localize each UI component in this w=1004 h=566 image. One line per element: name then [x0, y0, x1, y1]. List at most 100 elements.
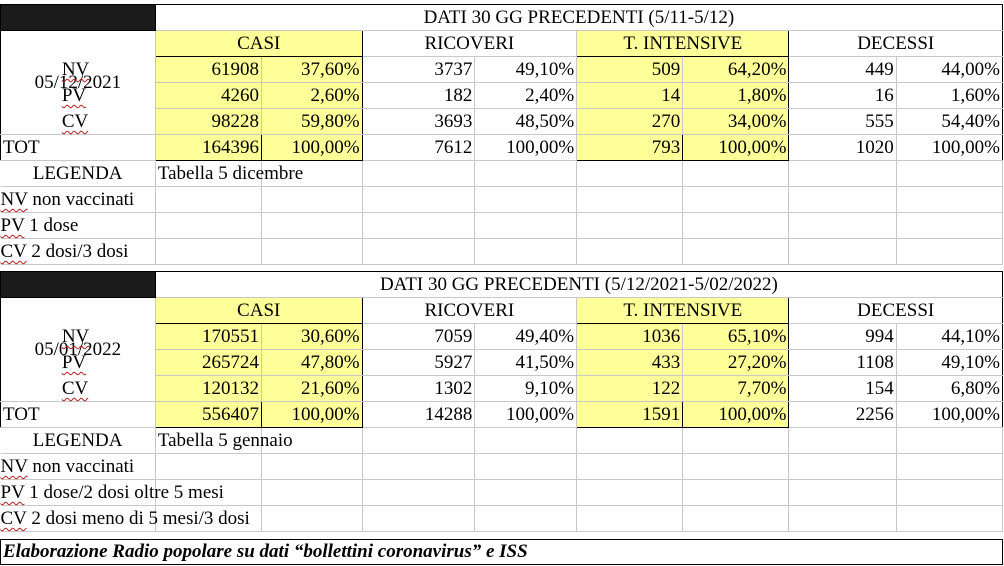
- ti-pct: 34,00%: [682, 108, 790, 135]
- total-casi-pct: 100,00%: [260, 401, 363, 428]
- header-casi: CASI: [154, 30, 363, 57]
- legend-text: 2 dosi meno di 5 mesi/3 dosi: [26, 508, 250, 529]
- ti-value: 122: [576, 375, 684, 402]
- casi-count: 170551: [201, 326, 259, 347]
- legend-row: LEGENDA Tabella 5 gennaio: [0, 427, 1004, 454]
- table-row: PV 265724 47,80% 5927 41,50% 433 27,20% 1108 49,…: [1, 349, 1004, 376]
- decessi-value: 994: [788, 323, 897, 350]
- legend-text: non vaccinati: [27, 456, 135, 477]
- ricoveri-value: 3737: [362, 56, 476, 83]
- casi-count: 61908: [211, 59, 259, 80]
- ricoveri-pct: 2,40%: [474, 82, 578, 109]
- legend-label: LEGENDA: [0, 427, 156, 454]
- legend-caption: Tabella 5 gennaio: [157, 430, 293, 451]
- total-ti: 1591: [576, 401, 684, 428]
- row-label: NV: [61, 326, 90, 347]
- casi-value: CV 120132: [62, 375, 262, 402]
- casi-value: PV 265724: [62, 349, 262, 376]
- total-label: TOT: [0, 401, 156, 428]
- header-ricoveri: RICOVERI: [362, 297, 578, 324]
- casi-count: 4260: [220, 85, 259, 106]
- casi-pct: 21,60%: [261, 375, 363, 402]
- total-row: TOT 556407 100,00% 14288 100,00% 1591 100,00% 2…: [0, 401, 1004, 428]
- total-ti: 793: [576, 134, 684, 161]
- legend-caption: Tabella 5 dicembre: [157, 163, 304, 184]
- corner-cell: [0, 271, 156, 298]
- total-decessi: 1020: [788, 134, 897, 161]
- total-label: TOT: [0, 134, 156, 161]
- decessi-value: 1108: [788, 349, 897, 376]
- ti-value: 509: [576, 56, 684, 83]
- decessi-value: 555: [788, 108, 897, 135]
- total-ricoveri-pct: 100,00%: [474, 401, 578, 428]
- ti-value: 433: [576, 349, 684, 376]
- legend-item: NV non vaccinati: [0, 453, 1004, 480]
- header-t-intensive: T. INTENSIVE: [576, 297, 790, 324]
- decessi-pct: 44,10%: [896, 323, 1004, 350]
- legend-text: non vaccinati: [27, 189, 135, 210]
- row-label: PV: [61, 352, 87, 373]
- legend-label: LEGENDA: [0, 160, 156, 187]
- legend-code: PV: [0, 482, 25, 503]
- ricoveri-pct: 49,40%: [474, 323, 578, 350]
- ricoveri-value: 1302: [362, 375, 476, 402]
- column-header-row: 05/01/2022 CASI RICOVERI T. INTENSIVE DECESS…: [0, 297, 1003, 402]
- ricoveri-value: 182: [362, 82, 476, 109]
- ti-value: 1036: [576, 323, 684, 350]
- decessi-value: 449: [788, 56, 897, 83]
- total-decessi-pct: 100,00%: [896, 401, 1004, 428]
- table-row: CV 98228 59,80% 3693 48,50% 270 34,00% 555 54,40…: [1, 108, 1004, 135]
- ricoveri-value: 3693: [362, 108, 476, 135]
- legend-text: 2 dosi/3 dosi: [26, 241, 129, 262]
- table-title: DATI 30 GG PRECEDENTI (5/11-5/12): [155, 4, 1004, 31]
- stats-table-2: DATI 30 GG PRECEDENTI (5/12/2021-5/02/20…: [0, 271, 1004, 532]
- legend-code: CV: [0, 508, 27, 529]
- total-row: TOT 164396 100,00% 7612 100,00% 793 100,00% 102…: [0, 134, 1004, 161]
- row-label: CV: [61, 111, 89, 132]
- header-decessi: DECESSI: [788, 297, 1003, 324]
- total-casi: 556407: [154, 401, 262, 428]
- ti-pct: 64,20%: [682, 56, 790, 83]
- decessi-pct: 49,10%: [896, 349, 1004, 376]
- total-ti-pct: 100,00%: [682, 401, 790, 428]
- decessi-pct: 6,80%: [896, 375, 1004, 402]
- total-ti-pct: 100,00%: [682, 134, 790, 161]
- ricoveri-value: 5927: [362, 349, 476, 376]
- casi-count: 120132: [201, 378, 259, 399]
- casi-value: PV 4260: [62, 82, 262, 109]
- legend-row: LEGENDA Tabella 5 dicembre: [0, 160, 1004, 187]
- total-ricoveri: 14288: [362, 401, 476, 428]
- table-title-row: DATI 30 GG PRECEDENTI (5/11-5/12): [0, 4, 1004, 31]
- legend-item: NV non vaccinati: [0, 186, 1004, 213]
- casi-pct: 37,60%: [261, 56, 363, 83]
- legend-code: PV: [0, 215, 25, 236]
- casi-value: NV 170551: [62, 323, 262, 350]
- ricoveri-pct: 9,10%: [474, 375, 578, 402]
- total-casi: 164396: [154, 134, 262, 161]
- ti-value: 14: [576, 82, 684, 109]
- ricoveri-pct: 48,50%: [474, 108, 578, 135]
- ricoveri-value: 7059: [362, 323, 476, 350]
- legend-item: PV 1 dose: [0, 212, 1004, 239]
- corner-cell: [0, 4, 156, 31]
- decessi-pct: 1,60%: [896, 82, 1004, 109]
- ti-value: 270: [576, 108, 684, 135]
- legend-item: PV 1 dose/2 dosi oltre 5 mesi: [0, 479, 1004, 506]
- row-label: CV: [61, 378, 89, 399]
- legend-text: 1 dose/2 dosi oltre 5 mesi: [24, 482, 224, 503]
- legend-item: CV 2 dosi/3 dosi: [0, 238, 1004, 265]
- decessi-pct: 44,00%: [896, 56, 1004, 83]
- legend-code: CV: [0, 241, 27, 262]
- header-decessi: DECESSI: [788, 30, 1003, 57]
- column-header-row: 05/12/2021 CASI RICOVERI T. INTENSIVE DECESS…: [0, 30, 1003, 135]
- row-label: PV: [61, 85, 87, 106]
- decessi-value: 154: [788, 375, 897, 402]
- casi-value: CV 98228: [62, 108, 262, 135]
- legend-code: NV: [0, 189, 28, 210]
- casi-pct: 59,80%: [261, 108, 363, 135]
- ricoveri-pct: 41,50%: [474, 349, 578, 376]
- total-ricoveri-pct: 100,00%: [474, 134, 578, 161]
- stats-table-1: DATI 30 GG PRECEDENTI (5/11-5/12) 05/12/2…: [0, 4, 1004, 265]
- table-title-row: DATI 30 GG PRECEDENTI (5/12/2021-5/02/20…: [0, 271, 1004, 298]
- casi-pct: 30,60%: [261, 323, 363, 350]
